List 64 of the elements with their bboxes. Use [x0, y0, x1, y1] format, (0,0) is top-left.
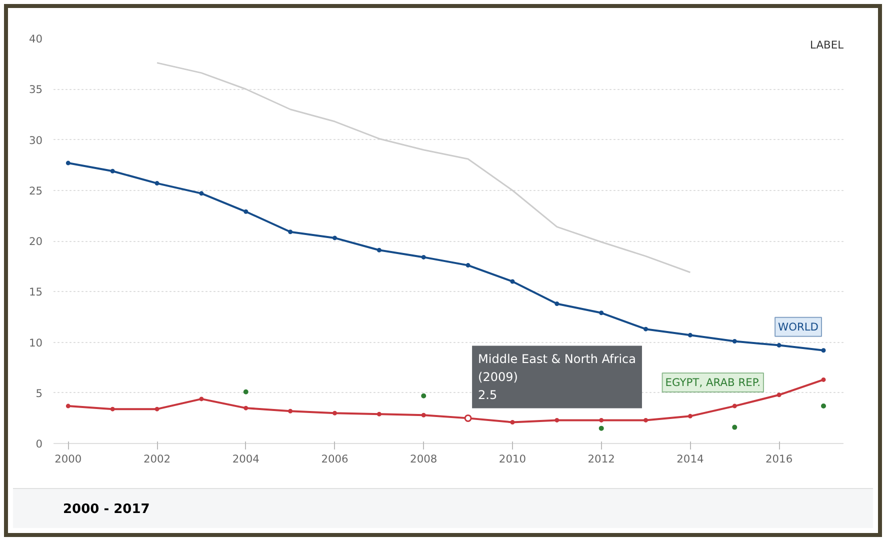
y-tick-label: 5 — [36, 386, 42, 400]
x-tick-label: 2012 — [588, 452, 615, 466]
point — [821, 377, 826, 382]
point — [554, 418, 560, 422]
x-tick-label: 2000 — [54, 452, 82, 466]
point — [66, 404, 70, 408]
point — [688, 332, 692, 338]
point — [376, 248, 382, 252]
point — [154, 181, 160, 186]
point — [66, 160, 70, 166]
point — [332, 236, 338, 240]
point — [466, 263, 470, 268]
x-tick-label: 2016 — [766, 452, 793, 466]
point — [421, 393, 426, 398]
point — [644, 418, 648, 422]
point — [732, 424, 738, 430]
x-tick-label: 2008 — [410, 452, 438, 466]
point — [510, 420, 515, 424]
point — [599, 418, 604, 422]
point — [644, 326, 648, 332]
y-tick-label: 15 — [28, 286, 43, 299]
x-tick-label: 2002 — [143, 452, 171, 466]
x-tick-label: 2010 — [498, 452, 526, 466]
point — [154, 406, 160, 412]
point — [598, 426, 604, 431]
y-tick-label: 20 — [28, 235, 43, 248]
point — [421, 254, 426, 260]
point — [554, 302, 560, 306]
point — [244, 209, 248, 214]
y-tick-label: 10 — [28, 336, 43, 350]
point — [110, 406, 115, 412]
point — [376, 412, 382, 416]
text: EGYPT, ARAB REP. — [665, 376, 761, 390]
x-tick-label: 2014 — [676, 452, 704, 466]
point — [732, 404, 737, 408]
y-tick-label: 35 — [28, 83, 43, 96]
annotation: Middle East & North Africa (2009) 2.5 — [478, 352, 636, 402]
x-tick-label: 2004 — [232, 452, 260, 466]
point — [288, 230, 293, 234]
point — [288, 408, 293, 414]
point — [732, 338, 737, 344]
y-tick-label: 40 — [28, 32, 43, 46]
point — [688, 414, 692, 418]
point — [821, 348, 826, 353]
point — [776, 392, 782, 398]
point — [821, 404, 826, 409]
text: 2000 - 2017 — [63, 501, 150, 519]
x-tick-label: 2006 — [321, 452, 349, 466]
line-series — [156, 62, 691, 274]
point — [199, 396, 204, 402]
point — [244, 406, 248, 410]
point — [599, 310, 604, 316]
y-tick-label: 25 — [28, 184, 43, 198]
point — [243, 389, 248, 394]
annotation: LABEL — [810, 38, 844, 52]
point — [421, 412, 426, 418]
point — [510, 279, 515, 284]
point — [332, 410, 338, 416]
point — [110, 168, 115, 174]
series-label: WORLD — [778, 320, 819, 334]
point — [199, 191, 204, 196]
point — [776, 343, 782, 348]
y-tick-label: 0 — [36, 438, 43, 450]
y-tick-label: 30 — [28, 134, 43, 147]
